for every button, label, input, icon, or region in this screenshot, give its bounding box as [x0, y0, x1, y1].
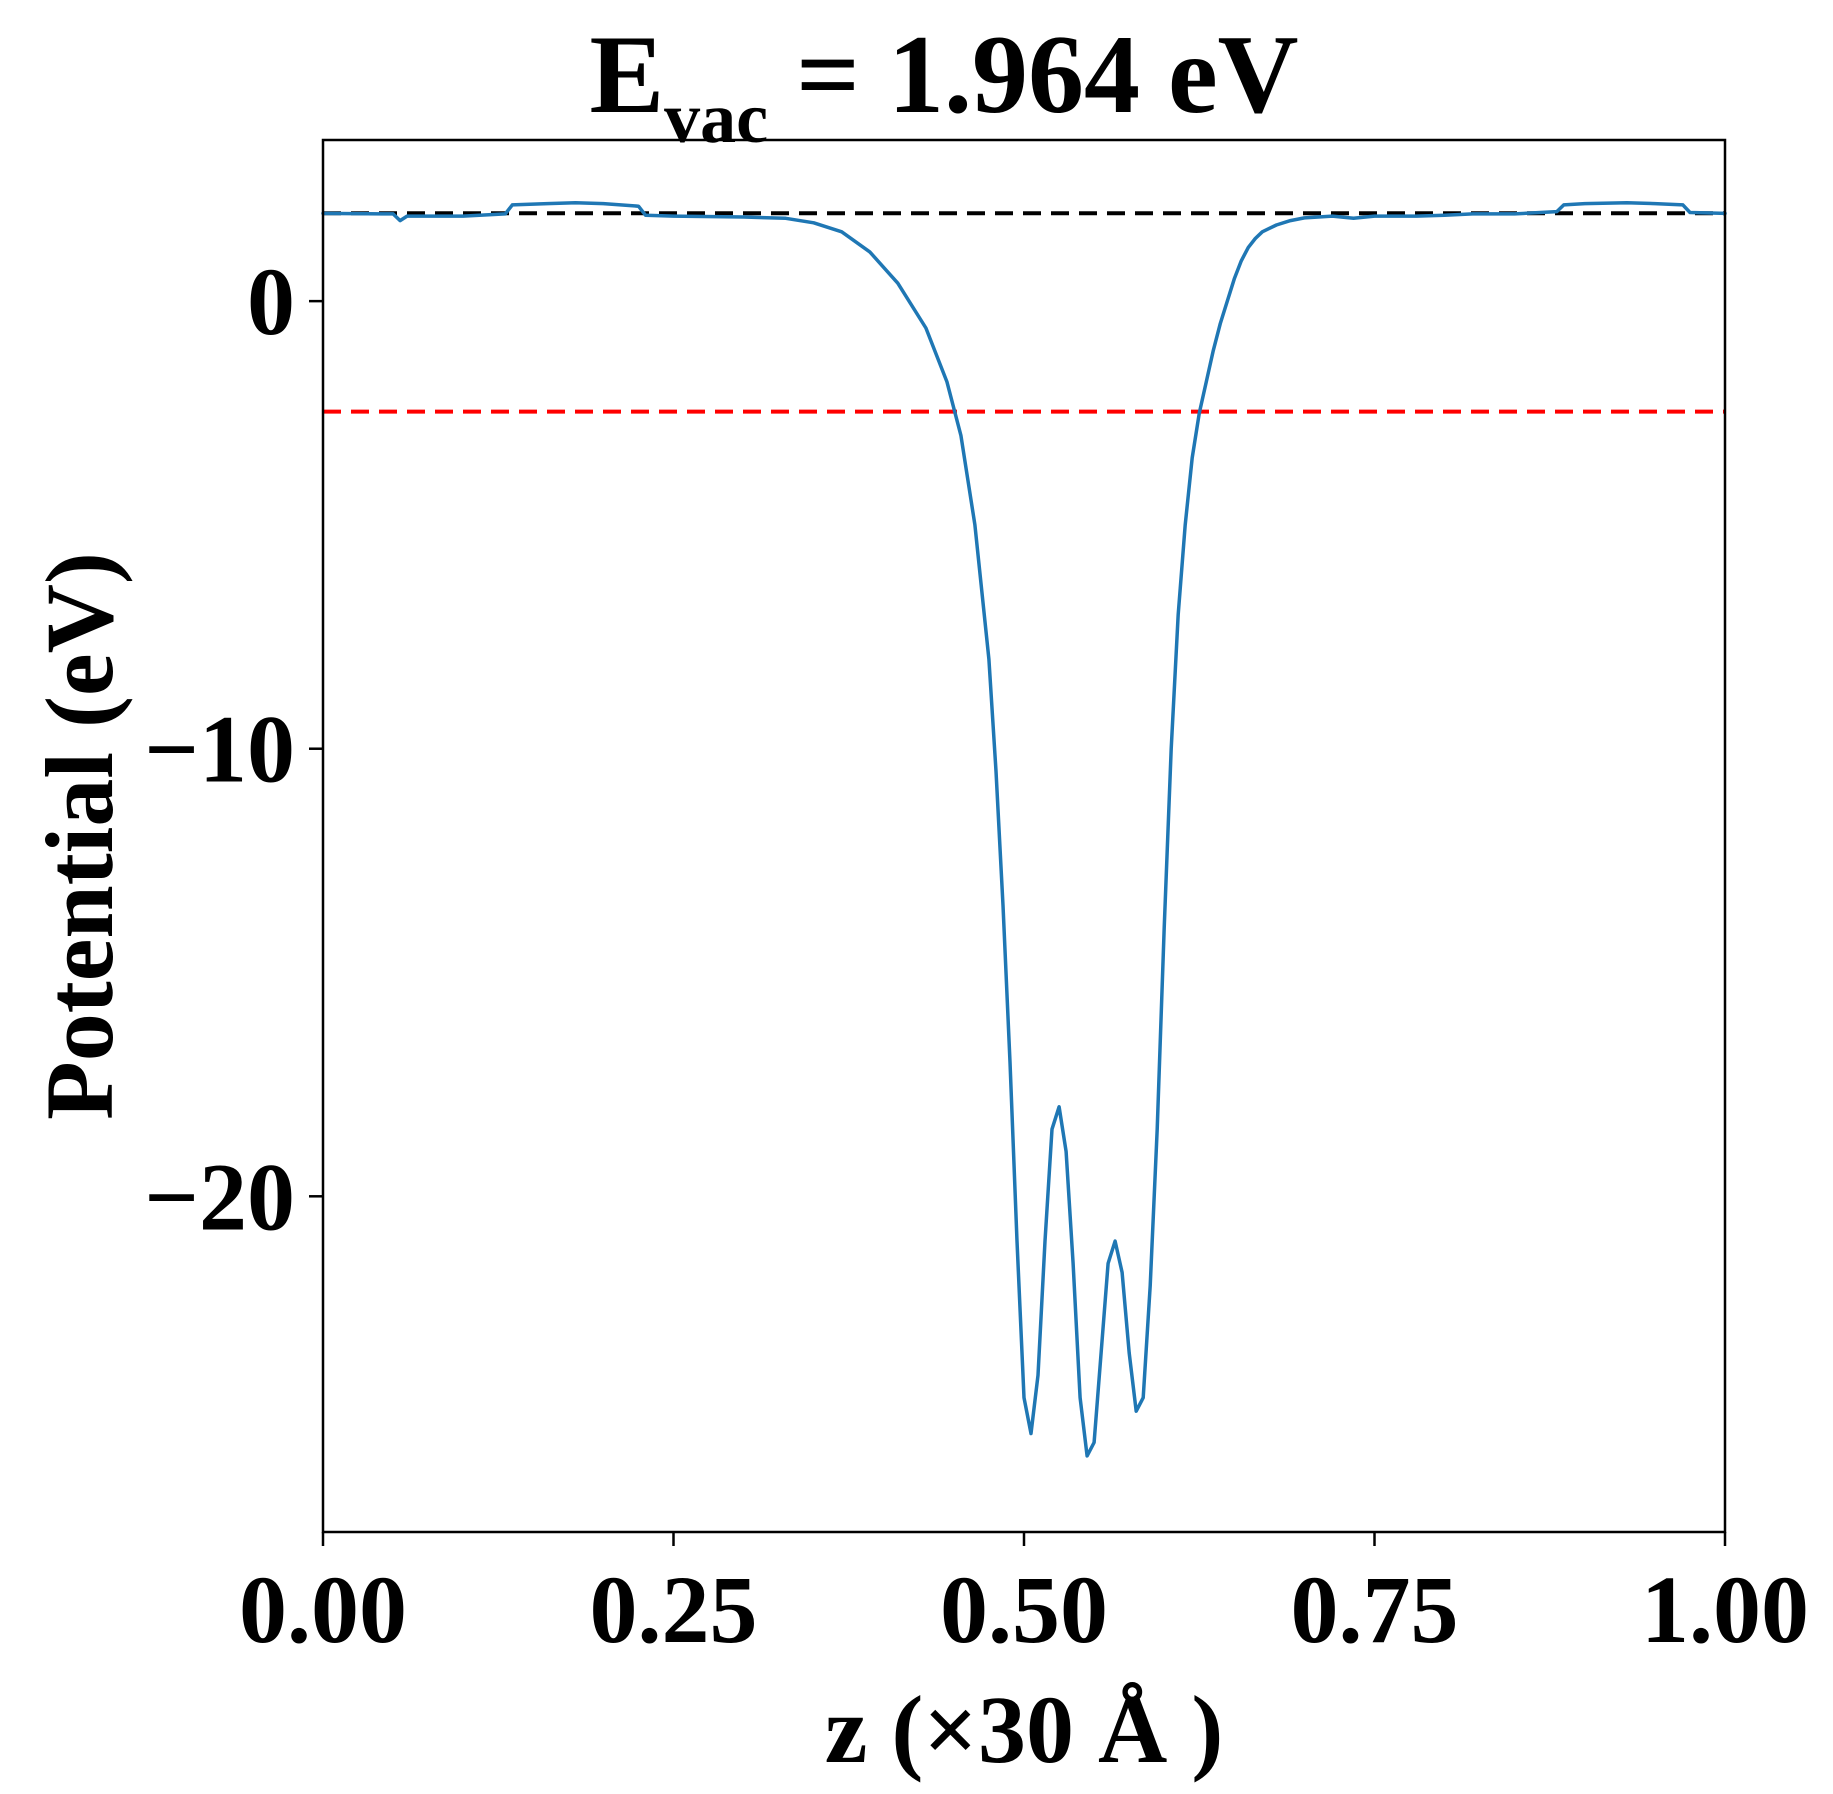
plot-frame: [321, 138, 1727, 1534]
y-tick-label: −20: [144, 1143, 295, 1250]
title-subscript: vac: [664, 78, 768, 158]
y-tick-label: −10: [144, 696, 295, 803]
y-axis-label: Potential (eV): [26, 552, 133, 1120]
x-tick-label: 0.25: [590, 1556, 758, 1663]
title-rest: = 1.964 eV: [768, 13, 1298, 137]
x-tick-label: 1.00: [1641, 1556, 1809, 1663]
x-tick-label: 0.75: [1291, 1556, 1459, 1663]
x-axis-label: z (×30 Å ): [825, 1676, 1224, 1783]
series-line-1: [321, 200, 1727, 1458]
title-symbol: E: [589, 13, 664, 137]
plot-area: [321, 200, 1727, 1458]
chart-title: Evac = 1.964 eV: [589, 13, 1298, 158]
axis-ticks: 0.00 0.25 0.50 0.75 1.00 0 −10 −20: [144, 248, 1809, 1663]
x-tick-label: 0.50: [940, 1556, 1108, 1663]
x-tick-label: 0.00: [239, 1556, 407, 1663]
y-tick-label: 0: [247, 248, 295, 355]
